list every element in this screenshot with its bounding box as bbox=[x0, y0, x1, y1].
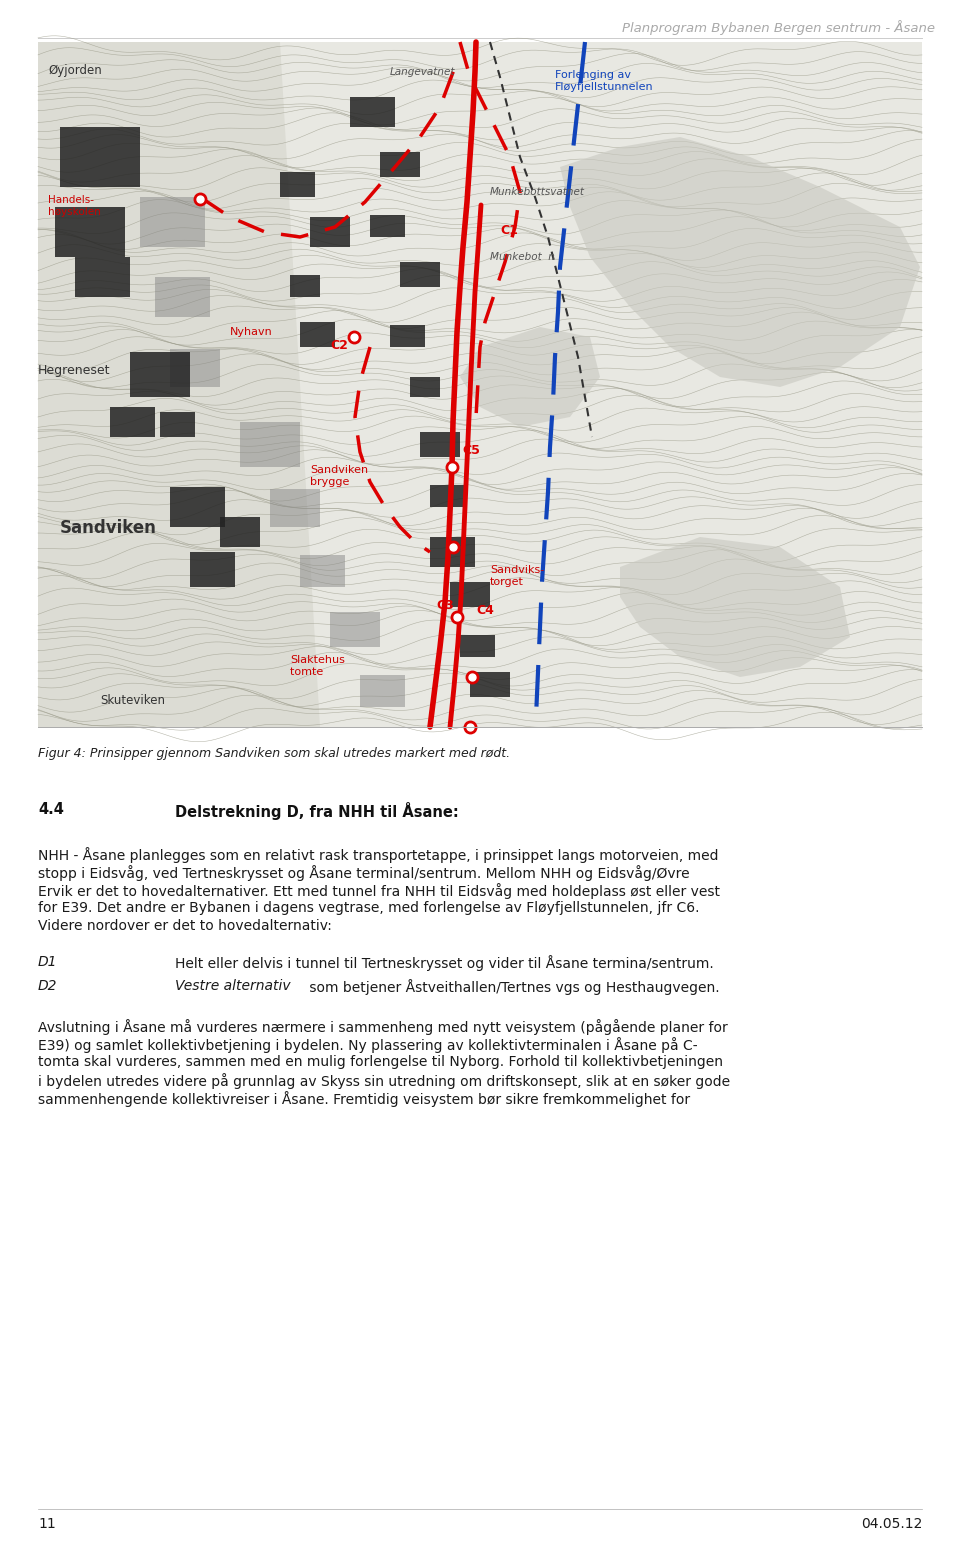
Polygon shape bbox=[460, 326, 600, 427]
Text: Sandviken
brygge: Sandviken brygge bbox=[310, 466, 368, 487]
Text: C1: C1 bbox=[500, 224, 517, 237]
FancyBboxPatch shape bbox=[300, 555, 345, 586]
FancyBboxPatch shape bbox=[450, 582, 490, 606]
FancyBboxPatch shape bbox=[430, 486, 465, 507]
FancyBboxPatch shape bbox=[290, 275, 320, 297]
FancyBboxPatch shape bbox=[170, 487, 225, 528]
Text: Planprogram Bybanen Bergen sentrum - Åsane: Planprogram Bybanen Bergen sentrum - Åsa… bbox=[622, 20, 935, 36]
Text: Videre nordover er det to hovedalternativ:: Videre nordover er det to hovedalternati… bbox=[38, 919, 332, 933]
FancyBboxPatch shape bbox=[410, 377, 440, 398]
Text: C3: C3 bbox=[436, 599, 454, 613]
Text: Munkebottsvatnet: Munkebottsvatnet bbox=[490, 187, 585, 196]
Text: Langevatnet: Langevatnet bbox=[390, 67, 455, 77]
FancyBboxPatch shape bbox=[110, 407, 155, 436]
Text: Munkebot  n: Munkebot n bbox=[490, 252, 555, 261]
FancyBboxPatch shape bbox=[130, 353, 190, 398]
Text: Delstrekning D, fra NHH til Åsane:: Delstrekning D, fra NHH til Åsane: bbox=[175, 801, 459, 820]
Text: 4.4: 4.4 bbox=[38, 801, 64, 817]
FancyBboxPatch shape bbox=[280, 172, 315, 196]
Text: Skuteviken: Skuteviken bbox=[100, 695, 165, 707]
Text: Ervik er det to hovedalternativer. Ett med tunnel fra NHH til Eidsvåg med holdep: Ervik er det to hovedalternativer. Ett m… bbox=[38, 883, 720, 899]
FancyBboxPatch shape bbox=[155, 277, 210, 317]
Text: Sandviken: Sandviken bbox=[60, 518, 156, 537]
Text: som betjener Åstveithallen/Tertnes vgs og Hesthaugvegen.: som betjener Åstveithallen/Tertnes vgs o… bbox=[305, 979, 720, 995]
Text: C2: C2 bbox=[330, 339, 348, 353]
Text: Helt eller delvis i tunnel til Tertneskrysset og vider til Åsane termina/sentrum: Helt eller delvis i tunnel til Tertneskr… bbox=[175, 954, 713, 972]
Text: Slaktehus
tomte: Slaktehus tomte bbox=[290, 656, 345, 678]
Text: E39) og samlet kollektivbetjening i bydelen. Ny plassering av kollektivterminale: E39) og samlet kollektivbetjening i byde… bbox=[38, 1036, 698, 1054]
FancyBboxPatch shape bbox=[300, 322, 335, 347]
Text: Vestre alternativ: Vestre alternativ bbox=[175, 979, 291, 993]
FancyBboxPatch shape bbox=[420, 432, 460, 456]
FancyBboxPatch shape bbox=[60, 127, 140, 187]
FancyBboxPatch shape bbox=[75, 257, 130, 297]
Text: Figur 4: Prinsipper gjennom Sandviken som skal utredes markert med rødt.: Figur 4: Prinsipper gjennom Sandviken so… bbox=[38, 747, 510, 760]
Text: stopp i Eidsvåg, ved Tertneskrysset og Åsane terminal/sentrum. Mellom NHH og Eid: stopp i Eidsvåg, ved Tertneskrysset og Å… bbox=[38, 865, 689, 880]
FancyBboxPatch shape bbox=[400, 261, 440, 288]
Text: C5: C5 bbox=[462, 444, 480, 456]
FancyBboxPatch shape bbox=[370, 215, 405, 237]
Text: C4: C4 bbox=[476, 603, 493, 617]
Text: Forlenging av
Fløyfjellstunnelen: Forlenging av Fløyfjellstunnelen bbox=[555, 71, 654, 91]
Polygon shape bbox=[620, 537, 850, 678]
FancyBboxPatch shape bbox=[220, 517, 260, 548]
Text: D1: D1 bbox=[38, 954, 58, 968]
Text: Øyjorden: Øyjorden bbox=[48, 63, 102, 77]
Polygon shape bbox=[38, 42, 320, 727]
Text: tomta skal vurderes, sammen med en mulig forlengelse til Nyborg. Forhold til kol: tomta skal vurderes, sammen med en mulig… bbox=[38, 1055, 723, 1069]
Polygon shape bbox=[38, 42, 922, 727]
Text: sammenhengende kollektivreiser i Åsane. Fremtidig veisystem bør sikre fremkommel: sammenhengende kollektivreiser i Åsane. … bbox=[38, 1091, 690, 1108]
FancyBboxPatch shape bbox=[310, 217, 350, 248]
FancyBboxPatch shape bbox=[190, 552, 235, 586]
Polygon shape bbox=[560, 138, 920, 387]
Text: Sandviks-
torget: Sandviks- torget bbox=[490, 565, 544, 586]
FancyBboxPatch shape bbox=[360, 674, 405, 707]
FancyBboxPatch shape bbox=[140, 196, 205, 248]
FancyBboxPatch shape bbox=[160, 412, 195, 436]
Text: 11: 11 bbox=[38, 1518, 56, 1532]
FancyBboxPatch shape bbox=[430, 537, 475, 568]
Text: for E39. Det andre er Bybanen i dagens vegtrase, med forlengelse av Fløyfjellstu: for E39. Det andre er Bybanen i dagens v… bbox=[38, 900, 700, 914]
FancyBboxPatch shape bbox=[270, 489, 320, 528]
Text: Hegreneset: Hegreneset bbox=[38, 364, 110, 377]
Text: NHH - Åsane planlegges som en relativt rask transportetappe, i prinsippet langs : NHH - Åsane planlegges som en relativt r… bbox=[38, 848, 718, 863]
FancyBboxPatch shape bbox=[380, 152, 420, 176]
Text: 04.05.12: 04.05.12 bbox=[860, 1518, 922, 1532]
FancyBboxPatch shape bbox=[470, 671, 510, 698]
FancyBboxPatch shape bbox=[55, 207, 125, 257]
Text: Nyhavn: Nyhavn bbox=[230, 326, 273, 337]
Text: Handels-
høyskolen: Handels- høyskolen bbox=[48, 195, 101, 217]
FancyBboxPatch shape bbox=[330, 613, 380, 647]
Text: D2: D2 bbox=[38, 979, 58, 993]
Text: i bydelen utredes videre på grunnlag av Skyss sin utredning om driftskonsept, sl: i bydelen utredes videre på grunnlag av … bbox=[38, 1074, 731, 1089]
FancyBboxPatch shape bbox=[240, 422, 300, 467]
FancyBboxPatch shape bbox=[350, 97, 395, 127]
FancyBboxPatch shape bbox=[460, 634, 495, 657]
FancyBboxPatch shape bbox=[390, 325, 425, 347]
FancyBboxPatch shape bbox=[170, 350, 220, 387]
Text: Avslutning i Åsane må vurderes nærmere i sammenheng med nytt veisystem (pågående: Avslutning i Åsane må vurderes nærmere i… bbox=[38, 1019, 728, 1035]
